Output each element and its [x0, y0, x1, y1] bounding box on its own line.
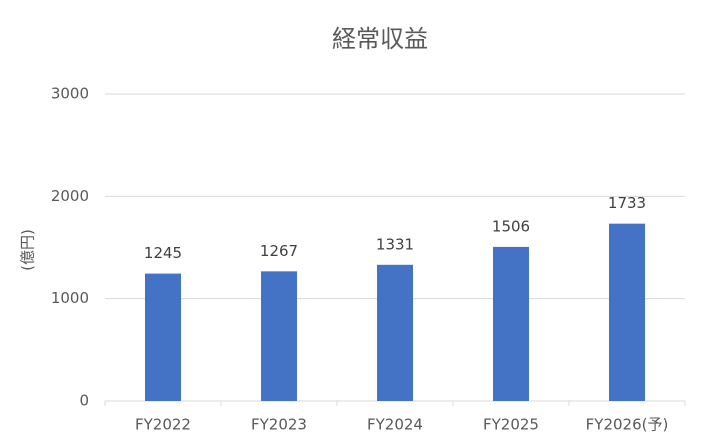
y-tick-label: 3000: [51, 85, 89, 103]
x-tick-label: FY2023: [251, 416, 307, 434]
bar: [261, 271, 297, 401]
x-tick-label: FY2024: [367, 416, 423, 434]
chart-title: 経常収益: [332, 25, 428, 53]
y-tick-label: 2000: [51, 187, 89, 205]
x-tick-label: FY2025: [483, 416, 539, 434]
data-label: 1331: [376, 235, 414, 253]
bar: [377, 264, 413, 401]
y-tick-label: 1000: [51, 289, 89, 307]
bar: [493, 246, 529, 401]
data-label: 1267: [260, 242, 298, 260]
y-axis-label: (億円): [19, 229, 37, 271]
data-label: 1506: [492, 217, 530, 235]
x-tick-label: FY2026(予): [586, 416, 669, 434]
data-label: 1245: [144, 244, 182, 262]
data-label: 1733: [608, 194, 646, 212]
bar: [145, 273, 181, 401]
bar: [609, 223, 645, 401]
y-tick-label: 0: [79, 392, 89, 410]
x-tick-label: FY2022: [135, 416, 191, 434]
